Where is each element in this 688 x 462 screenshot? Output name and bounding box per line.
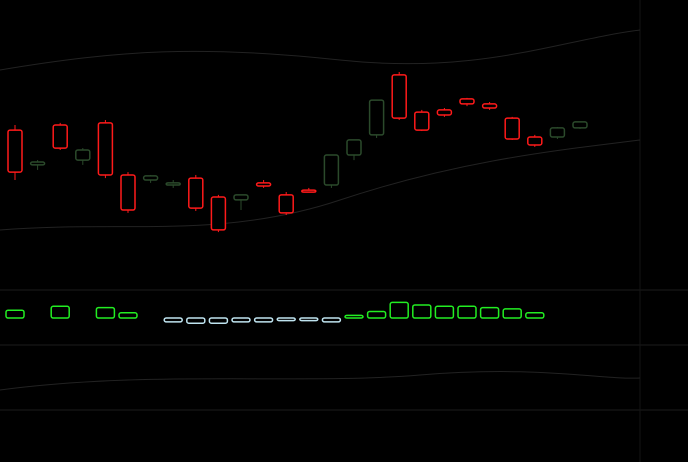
histogram-bar: [525, 312, 545, 319]
histogram-bar: [276, 317, 296, 322]
histogram-bar: [231, 317, 251, 323]
candle-body: [142, 175, 159, 181]
histogram-bar: [479, 306, 500, 319]
candle-body: [368, 99, 385, 136]
candle-body: [278, 194, 294, 214]
histogram-bar: [321, 317, 342, 323]
histogram-bar: [118, 312, 138, 319]
histogram-bar: [502, 308, 522, 319]
histogram-bar: [186, 317, 206, 324]
candle-body: [233, 194, 249, 201]
candle-body: [323, 154, 340, 186]
candle-body: [459, 98, 475, 105]
candle-body: [29, 161, 46, 166]
histogram-bar: [299, 317, 319, 322]
candle-body: [120, 174, 136, 211]
candle-body: [481, 103, 498, 109]
candle-body: [52, 124, 68, 149]
candle-body: [7, 129, 23, 173]
candle-body: [391, 74, 407, 119]
histogram-bar: [457, 305, 477, 319]
candle-body: [414, 111, 430, 131]
histogram-bar: [344, 314, 364, 319]
histogram-bar: [434, 305, 455, 319]
histogram-bar: [389, 301, 409, 319]
histogram-bar: [95, 306, 116, 319]
band-line: [0, 29, 641, 71]
band-line: [0, 139, 641, 231]
histogram-bar: [366, 310, 387, 319]
candle-body: [527, 136, 543, 146]
histogram-bar: [253, 317, 274, 323]
indicator-line: [0, 371, 641, 391]
candle-body: [165, 182, 181, 186]
candle-body: [97, 122, 114, 176]
candle-body: [301, 189, 317, 193]
candle-body: [504, 117, 520, 140]
histogram-bar: [208, 317, 229, 324]
candle-body: [436, 109, 453, 116]
histogram-bar: [412, 304, 432, 319]
candle-body: [346, 139, 362, 156]
candle-body: [75, 149, 91, 161]
histogram-bar: [50, 305, 70, 319]
candle-body: [549, 127, 566, 138]
histogram-bar: [5, 309, 25, 319]
candle-body: [572, 121, 588, 129]
candle-body: [210, 196, 227, 231]
candle-body: [188, 177, 204, 209]
candle-body: [255, 182, 272, 187]
histogram-bar: [163, 317, 183, 323]
